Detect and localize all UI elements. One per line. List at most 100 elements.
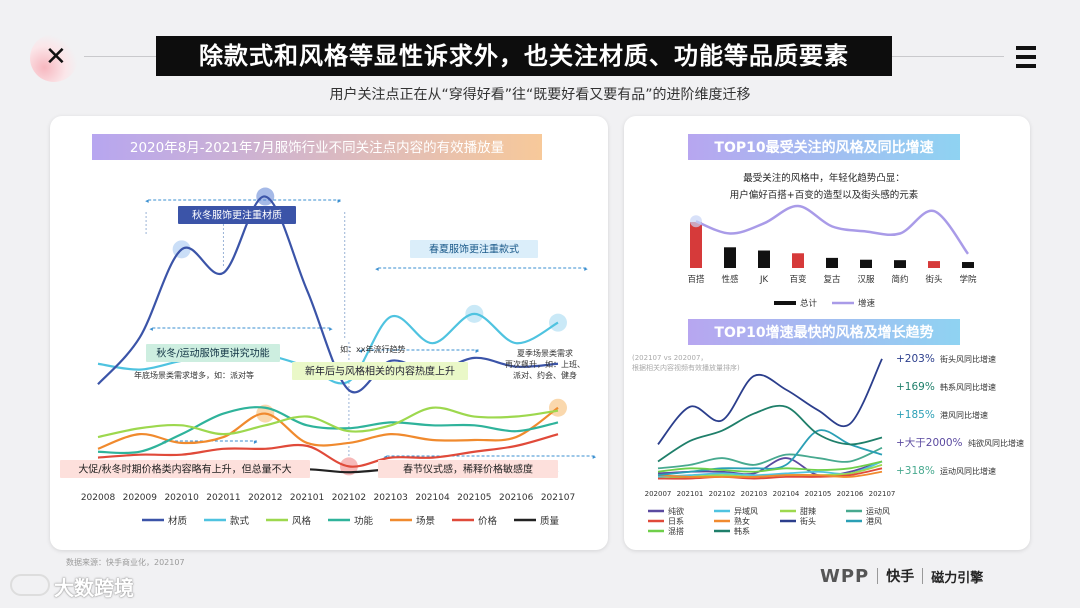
trend-line-港风 [657,429,883,477]
growth-value: +203% [896,353,935,365]
arrow-head: ▸ [254,438,258,446]
bar-百变 [792,253,804,268]
annotation-trend: 如：xx年流行趋势 [340,344,405,354]
legend-label-价格: 价格 [478,515,498,527]
arrow-head: ▸ [476,347,480,355]
bar-JK [758,250,770,268]
growth-desc: 街头风同比增速 [940,354,996,364]
growth-value: +318% [896,465,935,477]
annotation-function-bg [146,344,280,362]
legend-label-功能: 功能 [354,515,374,527]
annotation-summer-2: 派对、约会、健身 [513,370,577,380]
annotation-promo-price: 大促/秋冬时期价格类内容略有上升，但总量不大 [78,463,291,476]
annotation-promo-price-bg [60,460,310,478]
trend-x-tick: 202105 [805,490,832,498]
left-chart-panel: 2020年8月-2021年7月服饰行业不同关注点内容的有效播放量 ◂ ▸ ◂ ▸ ◂ ▸ ◂ ▸… [50,116,608,550]
bar-chart-desc-2: 用户偏好百搭+百变的造型以及街头感的元素 [730,189,919,201]
series-line-风格 [97,406,559,439]
annotation-summer-0: 夏季场景类需求 [517,348,573,358]
x-tick-label: 202105 [457,493,491,503]
bar-chart-title-bg [688,134,960,160]
trend-x-tick: 202106 [837,490,864,498]
trend-legend-label: 混搭 [668,526,684,536]
bar-label: 街头 [925,274,943,285]
legend-label-growth: 增速 [858,298,876,309]
trend-line-日系 [657,467,883,480]
legend-label-风格: 风格 [292,515,312,527]
legend-label-款式: 款式 [230,515,250,527]
trend-legend-label: 运动风 [866,506,890,516]
arrow-head: ◂ [358,347,362,355]
arrow-head: ▸ [329,325,333,333]
trend-x-tick: 202104 [773,490,800,498]
x-tick-label: 202011 [206,493,240,503]
arrow-head: ▸ [338,197,342,205]
menu-icon[interactable] [1016,46,1036,68]
x-tick-label: 202104 [415,493,450,503]
close-logo[interactable]: ✕ [30,34,78,82]
bar-label: 百搭 [687,274,705,285]
bar-复古 [826,257,838,268]
brand-wpp: WPP [820,565,870,587]
series-line-场景 [97,406,559,450]
trend-legend-label: 街头 [800,516,816,526]
growth-glow [690,215,702,228]
series-line-价格 [97,433,559,468]
x-tick-label: 202008 [81,493,116,503]
x-tick-label: 202012 [248,493,282,503]
series-line-功能 [97,406,559,455]
growth-value: +169% [896,381,935,393]
trend-x-tick: 202007 [645,490,672,498]
annotation-summer-1: 再次飙升，如：上班、 [505,359,585,369]
trend-note-2: 根据相关内容视频有效播放量排序) [632,363,740,372]
page-subtitle: 用户关注点正在从“穿得好看”往“既要好看又要有品”的进阶维度迁移 [329,87,751,103]
trend-legend-label: 日系 [668,516,684,526]
bar-chart-title: TOP10最受关注的风格及同比增速 [714,139,933,156]
trend-x-tick: 202107 [869,490,896,498]
arrow-head: ◂ [145,197,149,205]
arrow-head: ◂ [384,453,388,461]
close-icon[interactable]: ✕ [45,42,67,72]
growth-desc: 韩系风同比增速 [940,382,996,392]
trend-line-街头 [657,358,883,445]
bar-label: 复古 [823,274,841,285]
trend-line-韩系 [657,404,883,463]
bar-chart-desc-1: 最受关注的风格中，年轻化趋势凸显： [743,172,905,184]
annotation-function: 秋冬/运动服饰更讲究功能 [156,347,269,360]
bar-label: JK [759,275,769,285]
bar-街头 [928,261,940,268]
chart-title: 2020年8月-2021年7月服饰行业不同关注点内容的有效播放量 [130,139,504,156]
annotation-style-heat: 新年后与风格相关的内容热度上升 [305,365,455,378]
arrow-head: ▸ [593,453,597,461]
growth-value: +大于2000% [896,436,963,449]
right-chart-panel: TOP10最受关注的风格及同比增速最受关注的风格中，年轻化趋势凸显： 用户偏好百搭… [624,116,1030,550]
growth-desc: 港风同比增速 [940,410,988,420]
brand-cili: 磁力引擎 [931,570,984,586]
header-divider-right [892,56,1004,57]
trend-x-tick: 202102 [709,490,736,498]
x-tick-label: 202102 [332,493,366,503]
bar-百搭 [690,222,702,268]
trend-line-熟女 [657,470,883,478]
annotation-festival-bg [378,460,558,478]
x-tick-label: 202107 [541,493,575,503]
x-tick-label: 202009 [123,493,158,503]
brand-sep [877,568,879,584]
bar-label: 简约 [891,274,908,285]
x-tick-label: 202103 [374,493,408,503]
annotation-festival: 春节仪式感，稀释价格敏感度 [403,463,533,476]
brand-kuaishou: 快手 [886,569,915,585]
trend-legend-label: 韩系 [734,526,750,536]
growth-line [695,204,970,255]
series-line-材质 [97,195,559,394]
watermark-icon [10,574,50,596]
trend-note-1: (202107 vs 202007， [632,354,707,362]
trend-legend-label: 纯欲 [668,506,684,516]
bar-性感 [724,247,736,268]
x-tick-label: 202101 [290,493,324,503]
annotation-autumn-material: 秋冬服饰更注重材质 [192,209,282,222]
chart-title-bg [92,134,542,160]
bar-label: 学院 [959,274,977,285]
trend-line-混搭 [657,460,883,473]
annotation-spring-style: 春夏服饰更注重款式 [429,243,519,256]
